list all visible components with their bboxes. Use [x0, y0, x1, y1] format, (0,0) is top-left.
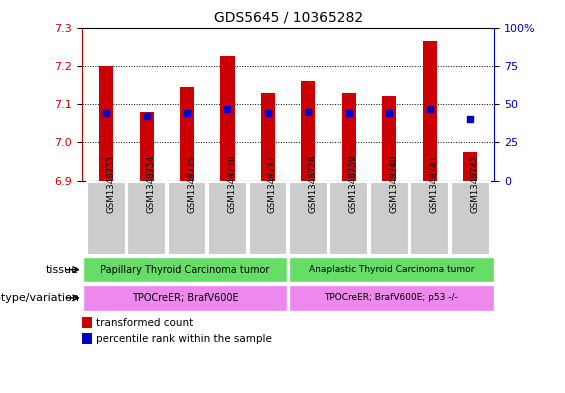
- Title: GDS5645 / 10365282: GDS5645 / 10365282: [214, 11, 363, 25]
- Text: GSM1348736: GSM1348736: [228, 154, 237, 213]
- Text: genotype/variation: genotype/variation: [0, 293, 79, 303]
- Text: GSM1348740: GSM1348740: [389, 154, 398, 213]
- Bar: [382, 96, 396, 181]
- Point: [142, 113, 151, 119]
- Text: percentile rank within the sample: percentile rank within the sample: [97, 334, 272, 343]
- Point: [344, 110, 353, 116]
- Text: TPOCreER; BrafV600E: TPOCreER; BrafV600E: [132, 293, 238, 303]
- FancyBboxPatch shape: [127, 182, 166, 255]
- Bar: [220, 56, 234, 181]
- Text: transformed count: transformed count: [97, 318, 194, 328]
- FancyBboxPatch shape: [208, 182, 247, 255]
- FancyBboxPatch shape: [451, 182, 489, 255]
- Point: [223, 106, 232, 112]
- Text: GSM1348741: GSM1348741: [429, 154, 438, 213]
- Bar: [82, 333, 92, 344]
- Text: Anaplastic Thyroid Carcinoma tumor: Anaplastic Thyroid Carcinoma tumor: [308, 265, 474, 274]
- FancyBboxPatch shape: [370, 182, 408, 255]
- FancyBboxPatch shape: [289, 257, 494, 282]
- Point: [304, 108, 313, 115]
- Point: [263, 110, 272, 116]
- Bar: [423, 41, 437, 181]
- Bar: [140, 112, 154, 181]
- Bar: [99, 66, 113, 181]
- Text: GSM1348738: GSM1348738: [308, 154, 318, 213]
- FancyBboxPatch shape: [329, 182, 368, 255]
- FancyBboxPatch shape: [87, 182, 125, 255]
- Point: [425, 106, 434, 112]
- Text: GSM1348733: GSM1348733: [106, 154, 115, 213]
- Point: [385, 110, 394, 116]
- FancyBboxPatch shape: [82, 285, 288, 310]
- Bar: [82, 317, 92, 328]
- Bar: [342, 93, 356, 181]
- Text: TPOCreER; BrafV600E; p53 -/-: TPOCreER; BrafV600E; p53 -/-: [324, 294, 458, 302]
- Bar: [301, 81, 315, 181]
- FancyBboxPatch shape: [410, 182, 449, 255]
- FancyBboxPatch shape: [289, 285, 494, 310]
- Text: GSM1348734: GSM1348734: [147, 154, 155, 213]
- Bar: [261, 93, 275, 181]
- FancyBboxPatch shape: [249, 182, 288, 255]
- Text: Papillary Thyroid Carcinoma tumor: Papillary Thyroid Carcinoma tumor: [101, 264, 270, 275]
- Bar: [463, 152, 477, 181]
- Text: GSM1348739: GSM1348739: [349, 155, 358, 213]
- Point: [182, 110, 192, 116]
- Text: tissue: tissue: [46, 264, 79, 275]
- Point: [102, 110, 111, 116]
- Bar: [180, 87, 194, 181]
- Text: GSM1348735: GSM1348735: [187, 154, 196, 213]
- FancyBboxPatch shape: [168, 182, 206, 255]
- Point: [466, 116, 475, 123]
- FancyBboxPatch shape: [82, 257, 288, 282]
- FancyBboxPatch shape: [289, 182, 328, 255]
- Text: GSM1348742: GSM1348742: [470, 154, 479, 213]
- Text: GSM1348737: GSM1348737: [268, 154, 277, 213]
